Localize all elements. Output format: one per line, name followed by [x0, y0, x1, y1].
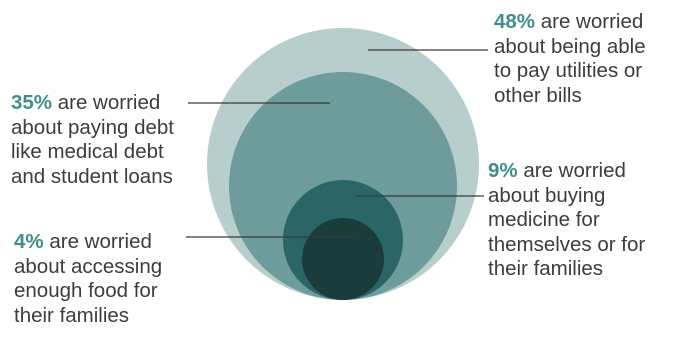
label-debt-text-2: about paying debt: [11, 115, 174, 139]
label-debt-text-4: and student loans: [11, 164, 173, 188]
pct-food: 4%: [14, 230, 44, 253]
circles-group: [207, 28, 479, 300]
label-utilities-text-2: about being able: [494, 34, 646, 58]
pct-utilities: 48%: [494, 10, 536, 33]
label-utilities-text-4: other bills: [494, 83, 582, 107]
pct-debt: 35%: [11, 91, 53, 114]
label-utilities-text-3: to pay utilities or: [494, 59, 643, 82]
label-food-text-2: about accessing: [14, 254, 163, 278]
label-food-text-4: their families: [14, 303, 130, 327]
label-utilities-text-1: are worried: [540, 10, 644, 33]
label-food: 4% are worried about accessing enough fo…: [14, 230, 162, 328]
pct-medicine: 9%: [488, 159, 518, 182]
label-debt-text-1: are worried: [57, 91, 161, 114]
label-medicine-text-5: their families: [488, 257, 604, 280]
label-utilities-line-1: 48% are worried: [494, 10, 646, 35]
label-utilities: 48% are worried about being able to pay …: [494, 10, 646, 108]
label-debt-text-3: like medical debt: [11, 140, 164, 163]
label-food-text-3: enough food for: [14, 279, 158, 302]
label-medicine-text-2: about buying: [488, 183, 606, 207]
label-medicine-text-4: themselves or for: [488, 232, 646, 256]
label-medicine-text-1: are worried: [523, 159, 626, 182]
label-medicine: 9% are worried about buying medicine for…: [488, 159, 645, 282]
leader-lines-group: [186, 49, 488, 238]
label-debt: 35% are worried about paying debt like m…: [11, 91, 174, 189]
label-food-line-1: 4% are worried: [14, 230, 162, 255]
label-food-text-1: are worried: [49, 230, 152, 253]
circle-food: [302, 218, 384, 300]
label-medicine-text-3: medicine for: [488, 208, 600, 231]
label-medicine-line-1: 9% are worried: [488, 159, 645, 184]
label-debt-line-1: 35% are worried: [11, 91, 174, 116]
